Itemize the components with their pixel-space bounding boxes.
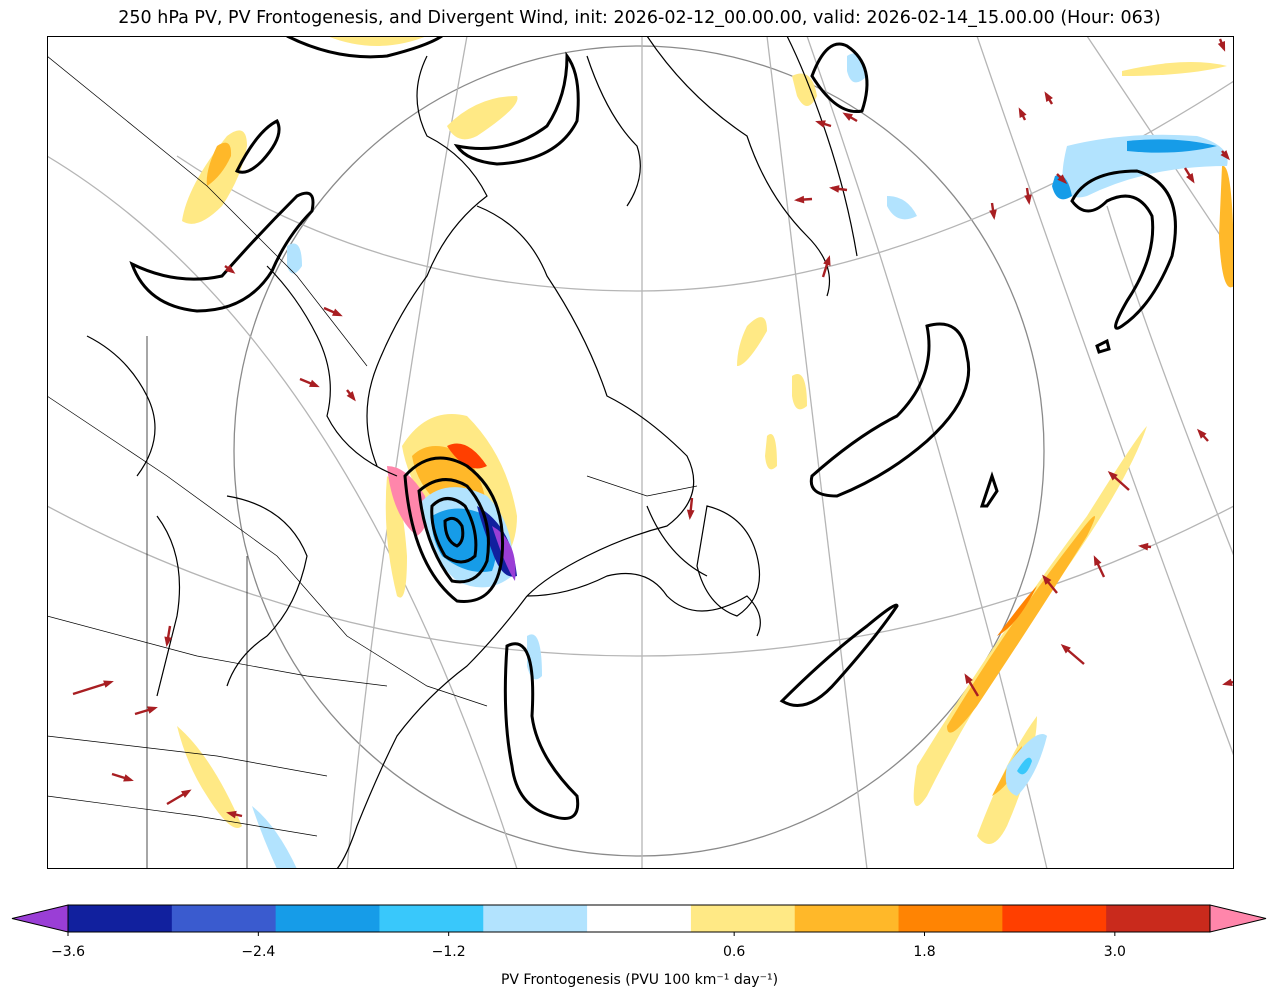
wind-arrowhead [1044,91,1053,102]
fgen-positive [447,96,518,140]
divergent-wind-arrows [72,38,1234,819]
pv-contour [1095,338,1111,354]
fgen-positive [737,317,767,366]
colorbar-segment [1002,905,1107,932]
fgen-positive [206,142,232,186]
wind-arrowhead [1222,678,1233,687]
pv-contour [453,51,580,166]
fgen-negative [287,243,302,274]
wind-arrowhead [1220,150,1230,161]
figure-title: 250 hPa PV, PV Frontogenesis, and Diverg… [118,8,1161,28]
wind-arrowhead [794,195,805,204]
wind-arrowhead [332,308,343,317]
colorbar-tick-label: −3.6 [51,944,85,960]
colorbar-segment [690,905,796,932]
colorbar [11,904,1267,936]
wind-arrowhead [1217,41,1226,52]
colorbar-tick-label: −2.4 [241,944,276,960]
pv-contour [403,456,505,603]
wind-arrowhead [1018,107,1027,118]
fgen-negative [1017,757,1032,775]
colorbar-segment [171,905,277,932]
wind-arrowhead [829,185,840,193]
wind-arrowhead [1057,174,1068,185]
fgen-positive [792,374,807,410]
fgen-negative [492,526,516,581]
fgen-positive [1122,62,1227,76]
colorbar-segment [587,905,692,932]
wind-arrowhead [164,636,172,647]
wind-arrowhead [964,673,973,684]
pv-contour [443,516,465,548]
pv-contours [129,36,1177,820]
colorbar-tick-label: 3.0 [1103,944,1126,960]
map-panel [47,36,1234,869]
wind-arrowhead [1196,428,1207,439]
colorbar-segment [898,905,1003,932]
fgen-positive [947,516,1095,733]
fgen-negative [1052,175,1072,200]
wind-arrowhead [226,810,237,819]
political-borders [47,55,698,869]
pv-contour [503,642,580,820]
wind-arrowhead [123,774,134,782]
wind-arrowhead [1042,574,1052,585]
fgen-negative [1127,139,1217,153]
pv-contour [809,322,971,498]
colorbar-frame [67,904,1211,933]
wind-arrowhead [346,391,356,402]
colorbar-extend-under [11,904,69,933]
pv-contour [286,36,443,59]
pv-contour [979,471,999,508]
fgen-positive [765,434,777,470]
colorbar-segment [275,905,380,932]
pv-contour [779,603,899,707]
coastlines [86,36,858,869]
wind-arrowhead [1060,644,1071,654]
pv-contour [129,191,315,313]
colorbar-segment [794,905,900,932]
wind-arrowhead [823,255,831,266]
pv-contour [430,497,478,564]
fgen-positive [1219,165,1234,288]
colorbar-segment [1106,905,1211,932]
colorbar-tick-label: 0.6 [723,944,746,960]
wind-arrowhead [309,379,320,388]
colorbar-tick-label: −1.2 [431,944,466,960]
wind-arrowhead [1138,542,1149,551]
pv-contour [810,42,869,114]
wind-arrowhead [989,209,997,220]
colorbar-segment [379,905,484,932]
colorbar-ticks [67,932,1116,936]
fgen-positive [385,476,407,598]
colorbar-label: PV Frontogenesis (PVU 100 km⁻¹ day⁻¹) [500,972,779,988]
colorbar-extend-over [1209,904,1267,933]
pv-contour [234,119,281,174]
wind-arrowhead [1107,470,1118,481]
wind-arrowhead [181,789,192,798]
fgen-positive [177,726,242,828]
colorbar-segment [483,905,588,932]
fgen-positive [447,443,487,469]
colorbar-tick-label: 1.8 [913,944,936,960]
map-frame [47,36,1234,869]
pv-contour [1070,169,1177,330]
wind-arrowhead [103,680,114,688]
colorbar-segment [68,905,173,932]
fgen-negative [887,196,917,220]
fgen-positive [792,73,817,106]
fgen-negative [252,806,297,869]
wind-arrowhead [686,509,695,520]
pv-contour [417,478,490,584]
wind-arrowhead [225,264,236,274]
wind-arrowhead [1024,194,1032,205]
wind-arrowhead [147,706,158,714]
wind-arrowhead [1186,173,1195,184]
fgen-positive [327,36,427,46]
wind-arrowhead [842,112,853,121]
wind-arrowhead [1093,555,1102,566]
fgen-positive [997,586,1037,636]
wind-arrowhead [815,120,826,128]
